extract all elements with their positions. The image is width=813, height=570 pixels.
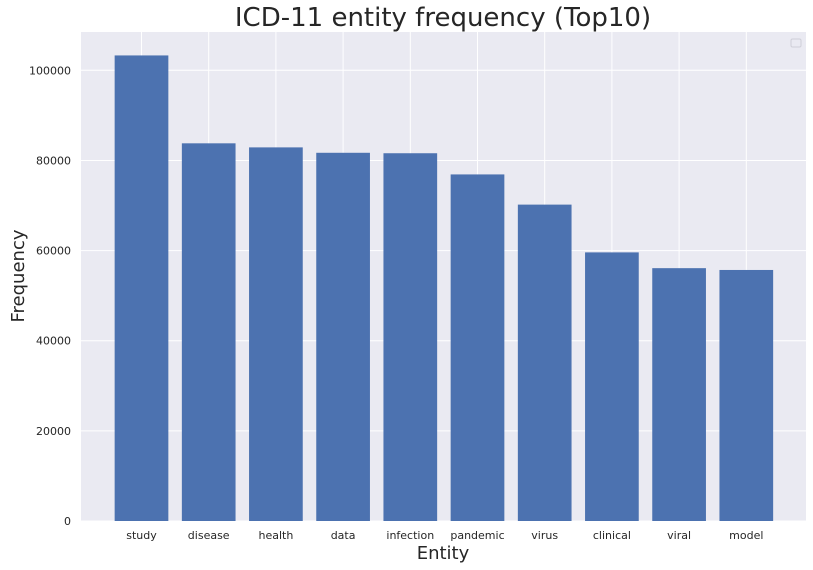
bar-pandemic (450, 174, 505, 521)
y-tick-label: 20000 (36, 425, 71, 438)
bar-model (719, 269, 774, 521)
y-tick-label: 80000 (36, 154, 71, 167)
x-tick-label: virus (531, 529, 558, 542)
y-axis-label: Frequency (8, 229, 29, 322)
y-tick-label: 0 (64, 515, 71, 528)
bar-disease (181, 143, 236, 521)
bar-clinical (585, 252, 639, 522)
x-tick-label: disease (188, 529, 230, 542)
bar-viral (652, 268, 706, 521)
x-tick-label: data (331, 529, 356, 542)
x-tick-label: viral (667, 529, 691, 542)
legend-box (790, 38, 802, 48)
x-tick-label: study (126, 529, 157, 542)
y-tick-label: 40000 (36, 335, 71, 348)
x-tick-label: pandemic (450, 529, 504, 542)
bar-data (316, 152, 370, 521)
y-tick-label: 60000 (36, 245, 71, 258)
x-tick-label: clinical (593, 529, 631, 542)
x-tick-labels: study disease health data infection pandemic v… (126, 529, 763, 542)
x-axis-label: Entity (417, 543, 470, 564)
x-tick-label: infection (386, 529, 434, 542)
bar-virus (517, 204, 572, 521)
x-tick-label: model (729, 529, 763, 542)
bars (114, 55, 774, 522)
bar-study (114, 55, 169, 521)
bar-infection (383, 153, 438, 521)
y-tick-label: 100000 (29, 64, 71, 77)
x-tick-label: health (258, 529, 293, 542)
chart-title: ICD-11 entity frequency (Top10) (235, 3, 651, 33)
bar-health (249, 147, 303, 521)
y-tick-labels: 0 20000 40000 60000 80000 100000 (29, 64, 71, 528)
